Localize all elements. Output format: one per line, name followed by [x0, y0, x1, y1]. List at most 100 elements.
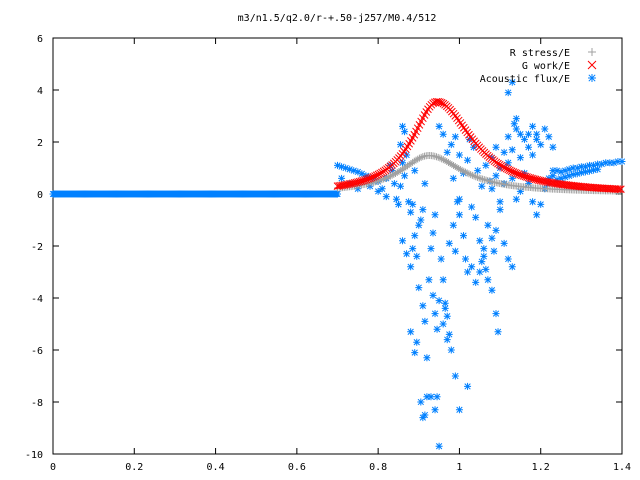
data-point	[492, 226, 500, 234]
data-point	[409, 245, 417, 253]
data-point	[508, 146, 516, 154]
data-point	[437, 255, 445, 263]
data-point	[435, 442, 443, 450]
data-point	[480, 176, 488, 184]
axis-ticks: 0 0.2 0.4 0.6 0.8 1 1.2 1.4 6 4 2 0 -2 -4 -6 -8 -10	[25, 34, 631, 473]
data-point	[494, 328, 502, 336]
data-point	[421, 317, 429, 325]
data-point	[467, 171, 475, 179]
data-point	[419, 153, 427, 161]
data-point	[508, 78, 516, 86]
data-point	[381, 174, 389, 182]
data-point	[465, 170, 473, 178]
data-point	[492, 143, 500, 151]
data-point	[338, 163, 346, 171]
data-point	[541, 125, 549, 133]
data-point	[373, 177, 381, 185]
data-point	[462, 168, 470, 176]
data-point	[512, 115, 520, 123]
data-point	[415, 221, 423, 229]
data-point	[445, 239, 453, 247]
data-point	[590, 166, 598, 174]
data-point	[484, 276, 492, 284]
data-point	[504, 159, 512, 167]
data-point	[415, 154, 423, 162]
data-point	[455, 151, 463, 159]
data-point	[411, 349, 419, 357]
data-point	[388, 171, 396, 179]
data-point	[492, 310, 500, 318]
data-point	[437, 98, 446, 107]
data-point	[427, 245, 435, 253]
data-point	[479, 175, 487, 183]
data-point	[508, 263, 516, 271]
data-point	[565, 165, 573, 173]
data-point	[545, 133, 553, 141]
data-point	[403, 151, 411, 159]
data-point	[439, 320, 447, 328]
data-point	[417, 216, 425, 224]
data-point	[472, 278, 480, 286]
data-point	[602, 159, 610, 167]
y-tick-label: 6	[37, 34, 43, 45]
data-point	[520, 135, 528, 143]
data-point	[386, 172, 394, 180]
data-point	[423, 354, 431, 362]
data-point	[590, 161, 598, 169]
data-point	[439, 130, 447, 138]
data-point	[510, 120, 518, 128]
data-point	[338, 174, 346, 182]
data-point	[618, 158, 626, 165]
data-point	[383, 174, 391, 182]
data-point	[411, 167, 419, 175]
data-point	[512, 125, 520, 133]
legend: R stress/E G work/E Acoustic flux/E	[480, 48, 597, 85]
data-point	[382, 193, 390, 201]
data-point	[496, 206, 504, 214]
data-point	[472, 173, 480, 181]
data-point	[533, 135, 541, 143]
data-point	[447, 346, 455, 354]
data-point	[435, 297, 443, 305]
data-point	[478, 182, 486, 190]
data-point	[425, 276, 433, 284]
y-tick-label: -6	[31, 346, 43, 357]
data-point	[409, 200, 417, 208]
legend-label: Acoustic flux/E	[480, 74, 570, 85]
data-point	[484, 221, 492, 229]
plot-frame	[52, 37, 623, 455]
data-point	[468, 171, 476, 179]
data-point	[433, 153, 441, 161]
data-point	[508, 174, 516, 182]
x-tick-label: 1.4	[613, 462, 631, 473]
data-point	[525, 180, 533, 188]
data-point	[392, 195, 400, 203]
x-tick-label: 0.8	[369, 462, 387, 473]
data-point	[417, 398, 425, 406]
data-point	[443, 312, 451, 320]
data-point	[453, 198, 461, 206]
data-point	[537, 141, 545, 149]
data-point	[394, 200, 402, 208]
data-point	[455, 211, 463, 219]
data-point	[516, 187, 524, 195]
data-point	[606, 159, 614, 167]
data-point	[431, 406, 439, 414]
data-point	[451, 372, 459, 380]
data-point	[429, 291, 437, 299]
legend-label: G work/E	[522, 61, 570, 72]
legend-marker	[588, 74, 596, 82]
data-point	[433, 393, 441, 401]
data-point	[354, 168, 362, 176]
data-point	[405, 198, 413, 206]
data-point	[504, 133, 512, 141]
data-point	[594, 165, 602, 173]
data-point	[435, 122, 443, 130]
y-tick-label: -10	[25, 450, 43, 461]
data-point	[436, 154, 444, 162]
data-point	[421, 411, 429, 419]
data-point	[455, 406, 463, 414]
y-tick-label: 4	[37, 86, 43, 97]
data-point	[504, 255, 512, 263]
